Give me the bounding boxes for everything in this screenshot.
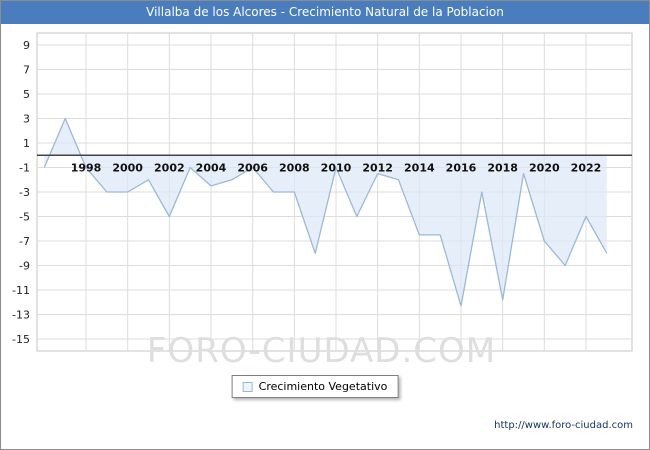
series-area-fill [44,118,607,306]
x-tick-label: 2016 [446,161,477,174]
x-tick-label: 2008 [279,161,310,174]
x-tick-label: 2012 [362,161,393,174]
x-tick-label: 2010 [321,161,352,174]
series-line [43,117,608,307]
x-tick-label: 2018 [487,161,518,174]
y-tick-label: 5 [23,88,30,101]
y-tick-label: -7 [19,235,30,248]
y-tick-label: -3 [19,186,30,199]
legend-marker-icon [242,381,253,392]
x-tick-label: 2004 [196,161,227,174]
x-tick-label: 2020 [529,161,560,174]
x-tick-label: 2006 [237,161,268,174]
legend-box: Crecimiento Vegetativo [231,375,399,398]
y-tick-label: 3 [23,113,30,126]
y-tick-label: -13 [12,309,30,322]
x-tick-label: 2000 [112,161,143,174]
y-tick-label: 7 [23,64,30,77]
y-tick-label: -1 [19,162,30,175]
y-tick-label: -9 [19,260,30,273]
x-tick-label: 2022 [571,161,602,174]
x-tick-label: 2014 [404,161,435,174]
legend-label: Crecimiento Vegetativo [258,380,388,393]
source-url: http://www.foro-ciudad.com [494,420,633,431]
chart-title: Villalba de los Alcores - Crecimiento Na… [146,5,504,19]
y-tick-label: -11 [12,284,30,297]
y-tick-label: -5 [19,211,30,224]
y-tick-label: 9 [23,39,30,52]
x-tick-label: 2002 [154,161,185,174]
x-tick-label: 1998 [71,161,102,174]
y-tick-label: 1 [23,137,30,150]
y-tick-label: -15 [12,333,30,346]
title-bar: Villalba de los Alcores - Crecimiento Na… [1,1,649,24]
